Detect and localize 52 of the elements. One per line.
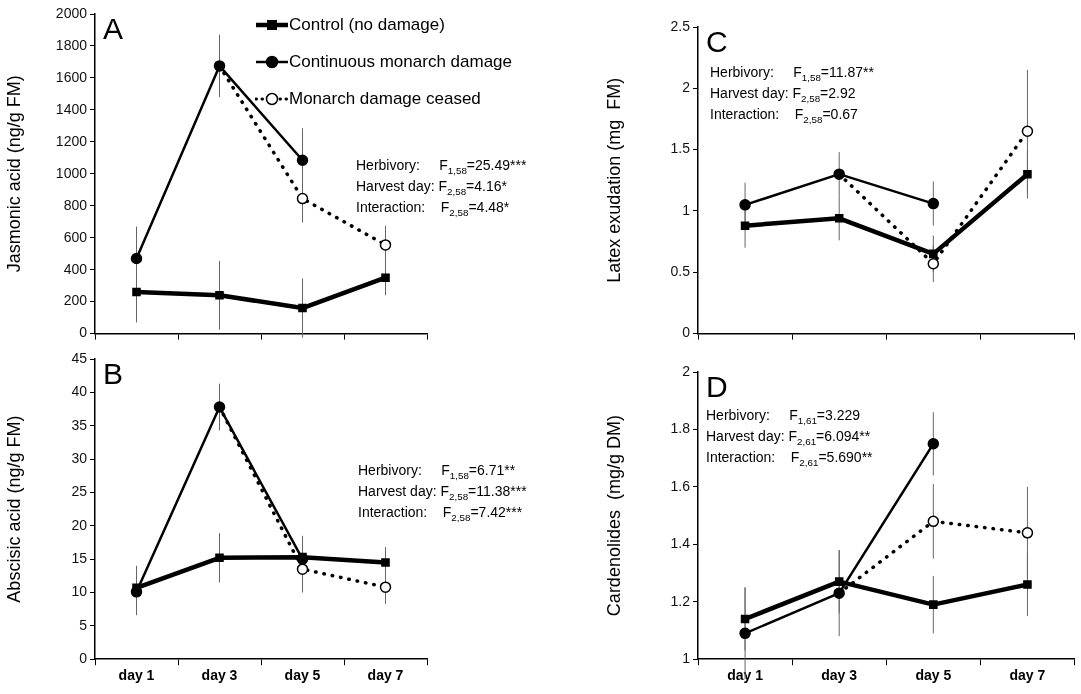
y-tick-label: 1200 xyxy=(55,132,88,149)
y-tick-label: 1400 xyxy=(55,100,88,117)
y-tick-label: 5 xyxy=(79,616,88,633)
y-tick-label: 10 xyxy=(71,583,88,600)
y-axis-title: Latex exudation (mg FM) xyxy=(603,77,624,283)
y-tick-label: 35 xyxy=(71,416,88,433)
chart-title: D xyxy=(706,370,728,404)
legend-label: Control (no damage) xyxy=(288,14,445,35)
x-tick-label: day 3 xyxy=(201,667,238,684)
y-tick-label: 20 xyxy=(71,516,88,533)
chart-title: C xyxy=(706,25,728,59)
y-tick-label: 45 xyxy=(71,349,88,366)
x-tick-label: day 1 xyxy=(118,667,155,684)
y-tick-label: 2000 xyxy=(55,4,88,21)
legend-label: Continuous monarch damage xyxy=(288,51,512,72)
y-tick-label: 1.4 xyxy=(670,535,691,552)
y-tick-label: 2 xyxy=(682,362,691,379)
x-tick-label: day 5 xyxy=(284,667,321,684)
y-tick-label: 2 xyxy=(682,79,691,96)
x-tick-label: day 1 xyxy=(727,667,764,684)
y-tick-label: 1 xyxy=(682,650,691,667)
y-tick-label: 1600 xyxy=(55,68,88,85)
y-tick-label: 0.5 xyxy=(670,263,691,280)
y-tick-label: 400 xyxy=(63,260,88,277)
y-tick-label: 800 xyxy=(63,196,88,213)
chart-title: A xyxy=(103,12,124,46)
x-tick-label: day 3 xyxy=(821,667,858,684)
y-tick-label: 1.2 xyxy=(670,592,691,609)
y-axis-title: Jasmonic acid (ng/g FM) xyxy=(3,75,24,273)
y-axis-title: Abscisic acid (ng/g FM) xyxy=(3,415,24,603)
y-tick-label: 1000 xyxy=(55,164,88,181)
x-tick-label: day 7 xyxy=(1009,667,1046,684)
y-tick-label: 200 xyxy=(63,292,88,309)
y-tick-label: 1.5 xyxy=(670,140,691,157)
y-tick-label: 25 xyxy=(71,483,88,500)
y-tick-label: 1.6 xyxy=(670,477,691,494)
y-tick-label: 1 xyxy=(682,201,691,218)
x-tick-label: day 5 xyxy=(915,667,952,684)
y-tick-label: 1.8 xyxy=(670,420,691,437)
y-tick-label: 2.5 xyxy=(670,17,691,34)
y-tick-label: 30 xyxy=(71,449,88,466)
y-tick-label: 40 xyxy=(71,383,88,400)
y-tick-label: 1800 xyxy=(55,36,88,53)
y-tick-label: 0 xyxy=(79,650,88,667)
legend-label: Monarch damage ceased xyxy=(288,88,481,109)
x-tick-label: day 7 xyxy=(367,667,404,684)
y-tick-label: 0 xyxy=(79,324,88,341)
y-tick-label: 15 xyxy=(71,549,88,566)
y-tick-label: 600 xyxy=(63,228,88,245)
y-axis-title: Cardenolides (mg/g DM) xyxy=(603,415,624,617)
chart-title: B xyxy=(103,357,124,391)
y-tick-label: 0 xyxy=(682,324,691,341)
